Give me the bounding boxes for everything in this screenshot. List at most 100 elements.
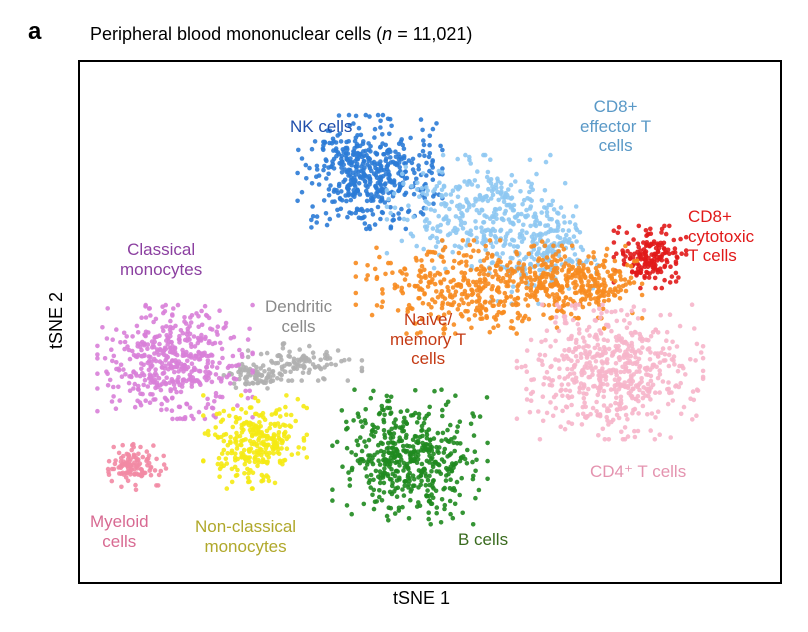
scatter-point	[557, 375, 562, 380]
scatter-point	[406, 485, 411, 490]
scatter-point	[446, 301, 451, 306]
scatter-point	[404, 165, 409, 170]
scatter-point	[355, 187, 360, 192]
scatter-point	[362, 502, 367, 507]
scatter-point	[528, 158, 533, 163]
scatter-point	[177, 340, 182, 345]
scatter-point	[501, 310, 506, 315]
scatter-point	[159, 402, 164, 407]
scatter-point	[640, 339, 645, 344]
scatter-point	[147, 453, 152, 458]
scatter-point	[357, 126, 362, 131]
scatter-point	[357, 181, 362, 186]
scatter-point	[612, 240, 617, 245]
scatter-point	[459, 219, 464, 224]
scatter-point	[467, 155, 472, 160]
scatter-point	[188, 405, 193, 410]
scatter-point	[679, 251, 684, 256]
scatter-point	[582, 384, 587, 389]
scatter-point	[411, 157, 416, 162]
scatter-point	[121, 459, 126, 464]
scatter-point	[254, 442, 259, 447]
scatter-point	[597, 276, 602, 281]
scatter-point	[580, 422, 585, 427]
scatter-point	[663, 352, 668, 357]
scatter-point	[601, 427, 606, 432]
scatter-point	[451, 516, 456, 521]
scatter-point	[591, 384, 596, 389]
scatter-point	[209, 353, 214, 358]
scatter-point	[473, 469, 478, 474]
scatter-point	[633, 361, 638, 366]
scatter-point	[539, 210, 544, 215]
scatter-point	[665, 387, 670, 392]
scatter-point	[409, 232, 414, 237]
scatter-point	[143, 334, 148, 339]
scatter-point	[670, 340, 675, 345]
scatter-point	[466, 238, 471, 243]
scatter-point	[498, 229, 503, 234]
scatter-point	[420, 264, 425, 269]
scatter-point	[531, 390, 536, 395]
scatter-point	[661, 379, 666, 384]
scatter-point	[281, 342, 286, 347]
scatter-point	[491, 298, 496, 303]
scatter-point	[594, 359, 599, 364]
scatter-point	[545, 328, 550, 333]
scatter-point	[570, 303, 575, 308]
scatter-point	[184, 353, 189, 358]
scatter-point	[494, 186, 499, 191]
scatter-point	[312, 355, 317, 360]
scatter-point	[404, 272, 409, 277]
cluster-label-nonclassical_mono: Non-classical monocytes	[195, 517, 296, 556]
scatter-point	[554, 406, 559, 411]
scatter-point	[459, 260, 464, 265]
scatter-point	[567, 237, 572, 242]
scatter-point	[273, 481, 278, 486]
scatter-point	[633, 435, 638, 440]
scatter-point	[486, 228, 491, 233]
scatter-point	[564, 321, 569, 326]
scatter-point	[217, 456, 222, 461]
scatter-point	[214, 372, 219, 377]
scatter-point	[327, 187, 332, 192]
scatter-point	[196, 350, 201, 355]
scatter-point	[437, 180, 442, 185]
scatter-point	[349, 211, 354, 216]
scatter-point	[360, 358, 365, 363]
scatter-point	[399, 409, 404, 414]
scatter-point	[139, 315, 144, 320]
scatter-point	[322, 164, 327, 169]
scatter-point	[278, 372, 283, 377]
scatter-point	[515, 359, 520, 364]
scatter-point	[434, 244, 439, 249]
scatter-point	[339, 359, 344, 364]
scatter-point	[550, 383, 555, 388]
scatter-point	[419, 448, 424, 453]
scatter-point	[629, 389, 634, 394]
scatter-point	[464, 295, 469, 300]
scatter-point	[535, 252, 540, 257]
scatter-point	[354, 291, 359, 296]
scatter-point	[388, 490, 393, 495]
scatter-point	[302, 366, 307, 371]
scatter-point	[627, 369, 632, 374]
scatter-point	[156, 352, 161, 357]
scatter-point	[277, 353, 282, 358]
scatter-point	[587, 302, 592, 307]
scatter-point	[597, 328, 602, 333]
scatter-point	[149, 376, 154, 381]
scatter-point	[210, 380, 215, 385]
scatter-point	[387, 451, 392, 456]
scatter-point	[581, 391, 586, 396]
scatter-point	[523, 297, 528, 302]
scatter-point	[364, 277, 369, 282]
scatter-point	[324, 157, 329, 162]
scatter-point	[478, 414, 483, 419]
scatter-point	[239, 451, 244, 456]
scatter-point	[524, 215, 529, 220]
scatter-point	[300, 190, 305, 195]
scatter-point	[213, 432, 218, 437]
scatter-point	[648, 350, 653, 355]
scatter-point	[606, 298, 611, 303]
